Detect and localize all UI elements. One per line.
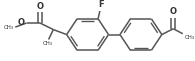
Text: CH₃: CH₃	[185, 35, 195, 40]
Text: O: O	[170, 7, 177, 16]
Text: CH₃: CH₃	[43, 41, 53, 46]
Text: F: F	[98, 0, 104, 9]
Text: CH₃: CH₃	[4, 25, 14, 30]
Text: O: O	[18, 18, 25, 27]
Text: O: O	[36, 2, 43, 11]
